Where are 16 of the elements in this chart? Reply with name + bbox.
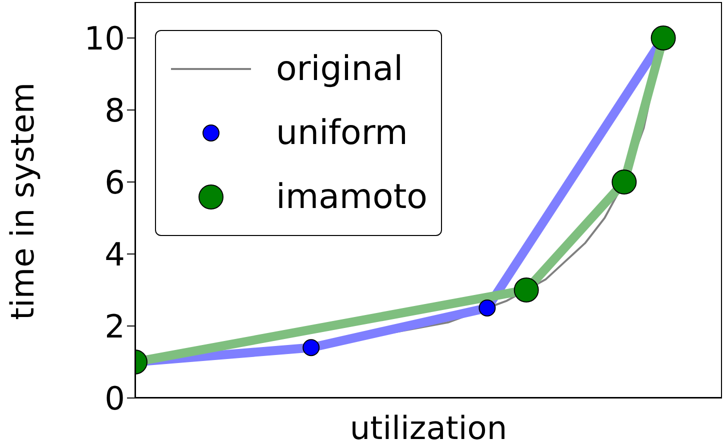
legend-label: imamoto — [276, 176, 428, 219]
point — [478, 300, 496, 316]
y-tick-label: 0 — [104, 379, 125, 418]
point — [650, 26, 676, 50]
point — [514, 278, 539, 302]
legend-label: uniform — [276, 112, 408, 155]
y-tick-label: 8 — [104, 91, 125, 130]
x-axis-title: utilization — [350, 409, 508, 443]
y-tick-label: 2 — [104, 307, 125, 346]
point — [612, 170, 637, 194]
y-tick-label: 10 — [84, 19, 125, 58]
y-axis-title: time in system — [3, 82, 42, 320]
legend-label: original — [276, 48, 404, 91]
y-tick-label: 4 — [104, 235, 125, 274]
y-tick-label: 6 — [104, 163, 125, 202]
point — [302, 339, 320, 356]
